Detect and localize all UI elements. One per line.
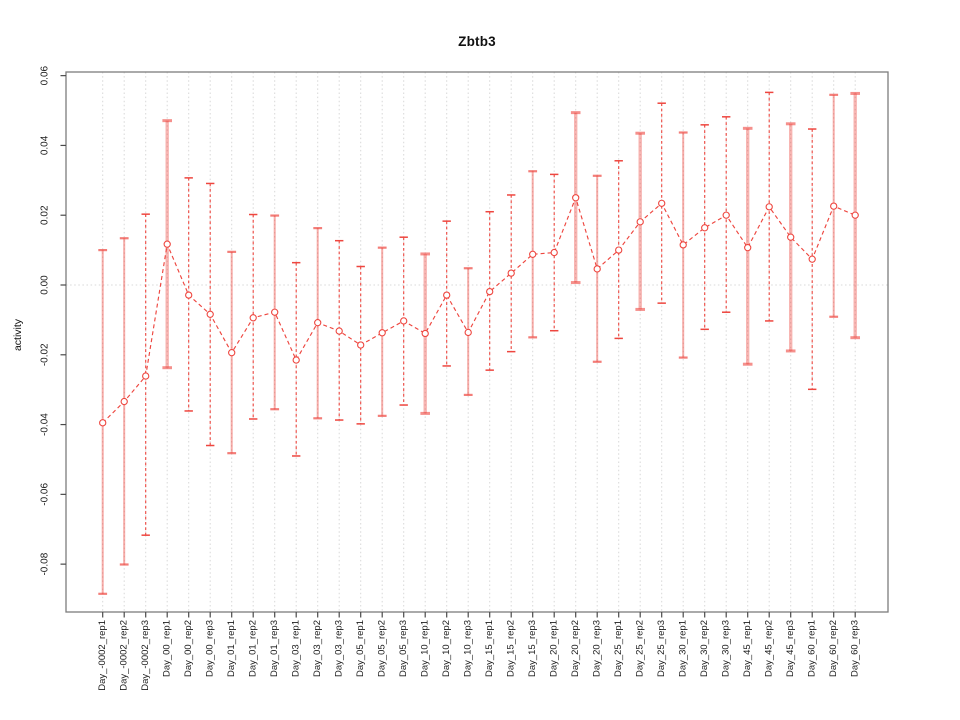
svg-text:Day_45_rep3: Day_45_rep3 bbox=[785, 620, 796, 677]
axes bbox=[60, 71, 889, 618]
svg-text:-0.06: -0.06 bbox=[40, 483, 51, 506]
svg-text:Day_-0002_rep1: Day_-0002_rep1 bbox=[97, 620, 108, 691]
series-markers bbox=[99, 194, 859, 427]
series-line bbox=[102, 196, 856, 424]
svg-text:Day_25_rep2: Day_25_rep2 bbox=[635, 620, 646, 677]
svg-text:Day_60_rep3: Day_60_rep3 bbox=[850, 620, 861, 677]
svg-text:Day_30_rep3: Day_30_rep3 bbox=[721, 620, 732, 677]
svg-text:Day_20_rep1: Day_20_rep1 bbox=[549, 620, 560, 677]
svg-text:0.02: 0.02 bbox=[40, 205, 51, 225]
svg-text:-0.08: -0.08 bbox=[40, 552, 51, 575]
svg-text:Day_03_rep1: Day_03_rep1 bbox=[291, 620, 302, 677]
svg-text:Day_-0002_rep2: Day_-0002_rep2 bbox=[119, 620, 130, 691]
chart-title: Zbtb3 bbox=[458, 34, 496, 49]
svg-text:0.06: 0.06 bbox=[40, 65, 51, 85]
svg-text:Day_01_rep1: Day_01_rep1 bbox=[226, 620, 237, 677]
svg-text:0.00: 0.00 bbox=[40, 275, 51, 295]
svg-text:Day_03_rep3: Day_03_rep3 bbox=[334, 620, 345, 677]
gridlines bbox=[66, 72, 888, 612]
svg-text:Day_05_rep2: Day_05_rep2 bbox=[377, 620, 388, 677]
svg-text:-0.04: -0.04 bbox=[40, 413, 51, 436]
svg-text:Day_15_rep2: Day_15_rep2 bbox=[506, 620, 517, 677]
svg-text:Day_10_rep1: Day_10_rep1 bbox=[420, 620, 431, 677]
svg-text:Day_10_rep2: Day_10_rep2 bbox=[441, 620, 452, 677]
svg-text:Day_15_rep3: Day_15_rep3 bbox=[527, 620, 538, 677]
svg-text:Day_45_rep1: Day_45_rep1 bbox=[742, 620, 753, 677]
svg-text:Day_25_rep3: Day_25_rep3 bbox=[656, 620, 667, 677]
svg-text:0.04: 0.04 bbox=[40, 135, 51, 155]
svg-text:Day_05_rep1: Day_05_rep1 bbox=[355, 620, 366, 677]
svg-text:Day_30_rep2: Day_30_rep2 bbox=[699, 620, 710, 677]
svg-text:Day_00_rep2: Day_00_rep2 bbox=[183, 620, 194, 677]
svg-text:Day_00_rep3: Day_00_rep3 bbox=[205, 620, 216, 677]
svg-text:Day_30_rep1: Day_30_rep1 bbox=[678, 620, 689, 677]
plot-border bbox=[65, 71, 889, 613]
svg-text:Day_-0002_rep3: Day_-0002_rep3 bbox=[140, 620, 151, 691]
y-axis-labels: 0.06 0.04 0.02 0.00 -0.02 -0.04 -0.06 -0.08 bbox=[40, 65, 51, 575]
svg-text:Day_00_rep1: Day_00_rep1 bbox=[162, 620, 173, 677]
svg-text:Day_60_rep2: Day_60_rep2 bbox=[828, 620, 839, 677]
svg-text:Day_25_rep1: Day_25_rep1 bbox=[613, 620, 624, 677]
svg-text:Day_60_rep1: Day_60_rep1 bbox=[807, 620, 818, 677]
svg-text:Day_05_rep3: Day_05_rep3 bbox=[398, 620, 409, 677]
svg-text:Day_20_rep3: Day_20_rep3 bbox=[592, 620, 603, 677]
svg-text:-0.02: -0.02 bbox=[40, 343, 51, 366]
svg-text:Day_45_rep2: Day_45_rep2 bbox=[764, 620, 775, 677]
svg-text:Day_03_rep2: Day_03_rep2 bbox=[312, 620, 323, 677]
svg-text:Day_15_rep1: Day_15_rep1 bbox=[484, 620, 495, 677]
svg-text:Day_01_rep2: Day_01_rep2 bbox=[248, 620, 259, 677]
svg-text:Day_01_rep3: Day_01_rep3 bbox=[269, 620, 280, 677]
error-bars bbox=[98, 91, 860, 595]
svg-text:Day_10_rep3: Day_10_rep3 bbox=[463, 620, 474, 677]
x-axis-labels: Day_-0002_rep1 Day_-0002_rep2 Day_-0002_re… bbox=[97, 620, 861, 691]
svg-text:Day_20_rep2: Day_20_rep2 bbox=[570, 620, 581, 677]
